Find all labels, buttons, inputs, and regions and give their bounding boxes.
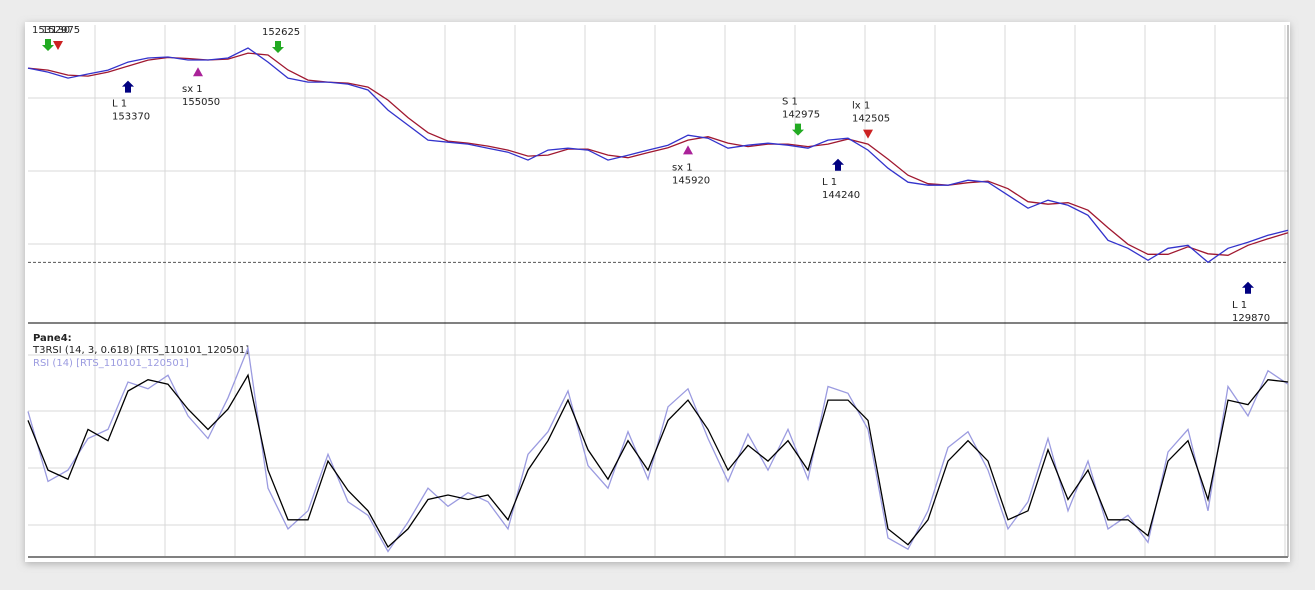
legend-entry: RSI (14) [RTS_110101_120501] [33,358,189,369]
signal-label: L 1 [112,99,127,110]
grid [28,25,1288,556]
signal-label: sx 1 [672,162,693,173]
signal-price: 129870 [1232,313,1270,324]
panel [25,22,1290,562]
signal-label: L 1 [1232,300,1247,311]
series-line [27,52,1289,256]
legend-entry: T3RSI (14, 3, 0.618) [RTS_110101_120501] [32,345,249,356]
signal-label: lx 1 [852,101,870,112]
signal-marker [1242,281,1254,294]
signal-label: sx 1 [182,84,203,95]
signal-price: 155050 [182,97,220,108]
signal-marker [193,67,203,77]
signal-price: 152975 [42,25,80,36]
signal-price: 142975 [782,110,820,121]
signal-price: 142505 [852,114,890,125]
signal-price: 145920 [672,175,710,186]
signal-label: S 1 [782,97,798,108]
signal-price: 144240 [822,190,860,201]
signal-marker [53,41,63,50]
signal-price: 153370 [112,112,150,123]
signal-price: 153130 [32,25,70,36]
signal-marker [122,80,134,93]
signal-marker [42,39,54,51]
signal-price: 152625 [262,27,300,38]
signal-marker [792,123,804,136]
pane-title: Pane4: [33,333,72,344]
signal-marker [683,145,693,155]
signal-label: L 1 [822,177,837,188]
signal-marker [832,158,844,171]
signal-marker [272,40,284,53]
series-line [27,47,1289,264]
series-line [27,373,1289,549]
signal-marker [863,129,873,139]
